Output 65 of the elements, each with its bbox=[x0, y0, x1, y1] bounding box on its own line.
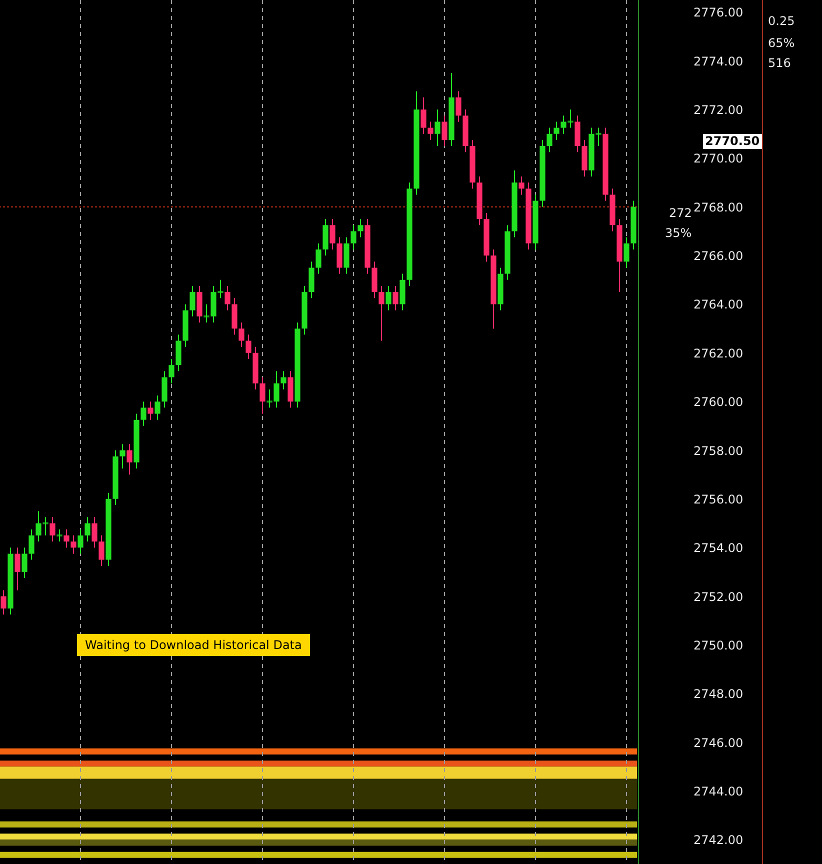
candlestick bbox=[378, 285, 384, 342]
candlestick bbox=[98, 534, 104, 566]
candlestick bbox=[350, 224, 356, 250]
candlestick bbox=[56, 528, 62, 542]
y-tick-label: 2750.00 bbox=[694, 638, 744, 652]
candlestick bbox=[70, 534, 76, 554]
y-tick-label: 2754.00 bbox=[694, 541, 744, 556]
text: 0.25 bbox=[768, 14, 795, 28]
candlestick bbox=[190, 285, 196, 317]
candlestick bbox=[624, 236, 630, 268]
candlestick bbox=[392, 285, 398, 311]
y-tick-label: 2768.00 bbox=[694, 200, 744, 214]
y-tick-label: 2742.00 bbox=[694, 833, 744, 848]
y-tick-label: 2758.00 bbox=[694, 444, 744, 458]
y-tick-label: 2774.00 bbox=[694, 54, 744, 68]
candlestick bbox=[28, 528, 34, 560]
annotation: Waiting to Download Historical Data bbox=[77, 634, 310, 656]
candlestick bbox=[280, 370, 286, 390]
y-tick-label: 2764.00 bbox=[694, 298, 744, 312]
candlestick bbox=[0, 590, 6, 616]
text: 516 bbox=[768, 56, 791, 70]
y-tick-label: 2748.00 bbox=[694, 687, 744, 702]
candlestick bbox=[246, 334, 252, 360]
candlestick bbox=[358, 218, 364, 238]
candlestick bbox=[126, 444, 132, 476]
candlestick bbox=[434, 109, 440, 147]
y-tick-label: 2762.00 bbox=[694, 346, 744, 360]
candlestick bbox=[442, 115, 448, 147]
y-tick-label: 2770.00 bbox=[694, 152, 744, 166]
candlestick bbox=[140, 401, 146, 426]
candlestick bbox=[154, 394, 160, 420]
candlestick bbox=[168, 358, 174, 384]
y-tick-label: 2756.00 bbox=[694, 492, 744, 506]
y-tick-label: 2776.00 bbox=[694, 6, 744, 20]
candlestick bbox=[456, 90, 462, 122]
candlestick bbox=[518, 176, 524, 196]
candlestick bbox=[50, 516, 56, 542]
candlestick bbox=[428, 121, 434, 140]
y-tick-label: 2752.00 bbox=[694, 590, 744, 604]
candlestick bbox=[386, 285, 392, 311]
y-tick-label: 2746.00 bbox=[694, 736, 744, 750]
candlestick bbox=[554, 121, 560, 140]
candlestick bbox=[546, 127, 552, 153]
y-tick-label: 2772.00 bbox=[694, 103, 744, 118]
candlestick bbox=[224, 285, 230, 311]
candlestick bbox=[420, 96, 426, 134]
text: 65% bbox=[768, 36, 795, 50]
y-tick-label: 2760.00 bbox=[694, 395, 744, 410]
candlestick bbox=[78, 528, 84, 554]
candlestick bbox=[148, 401, 154, 420]
candlestick bbox=[14, 547, 20, 591]
candlestick bbox=[22, 547, 28, 579]
candlestick bbox=[238, 322, 244, 348]
candlestick bbox=[316, 242, 322, 274]
text: 272 bbox=[669, 206, 692, 220]
text: 35% bbox=[665, 226, 692, 240]
candlestick bbox=[260, 376, 266, 414]
candlestick bbox=[84, 516, 90, 542]
candlestick bbox=[92, 516, 98, 548]
y-tick-label: 2744.00 bbox=[694, 784, 744, 798]
candlestick bbox=[120, 444, 126, 470]
candlestick bbox=[64, 528, 70, 548]
candlestick bbox=[330, 218, 336, 250]
text: 2770.50 bbox=[703, 134, 762, 149]
y-tick-label: 2766.00 bbox=[694, 249, 744, 264]
